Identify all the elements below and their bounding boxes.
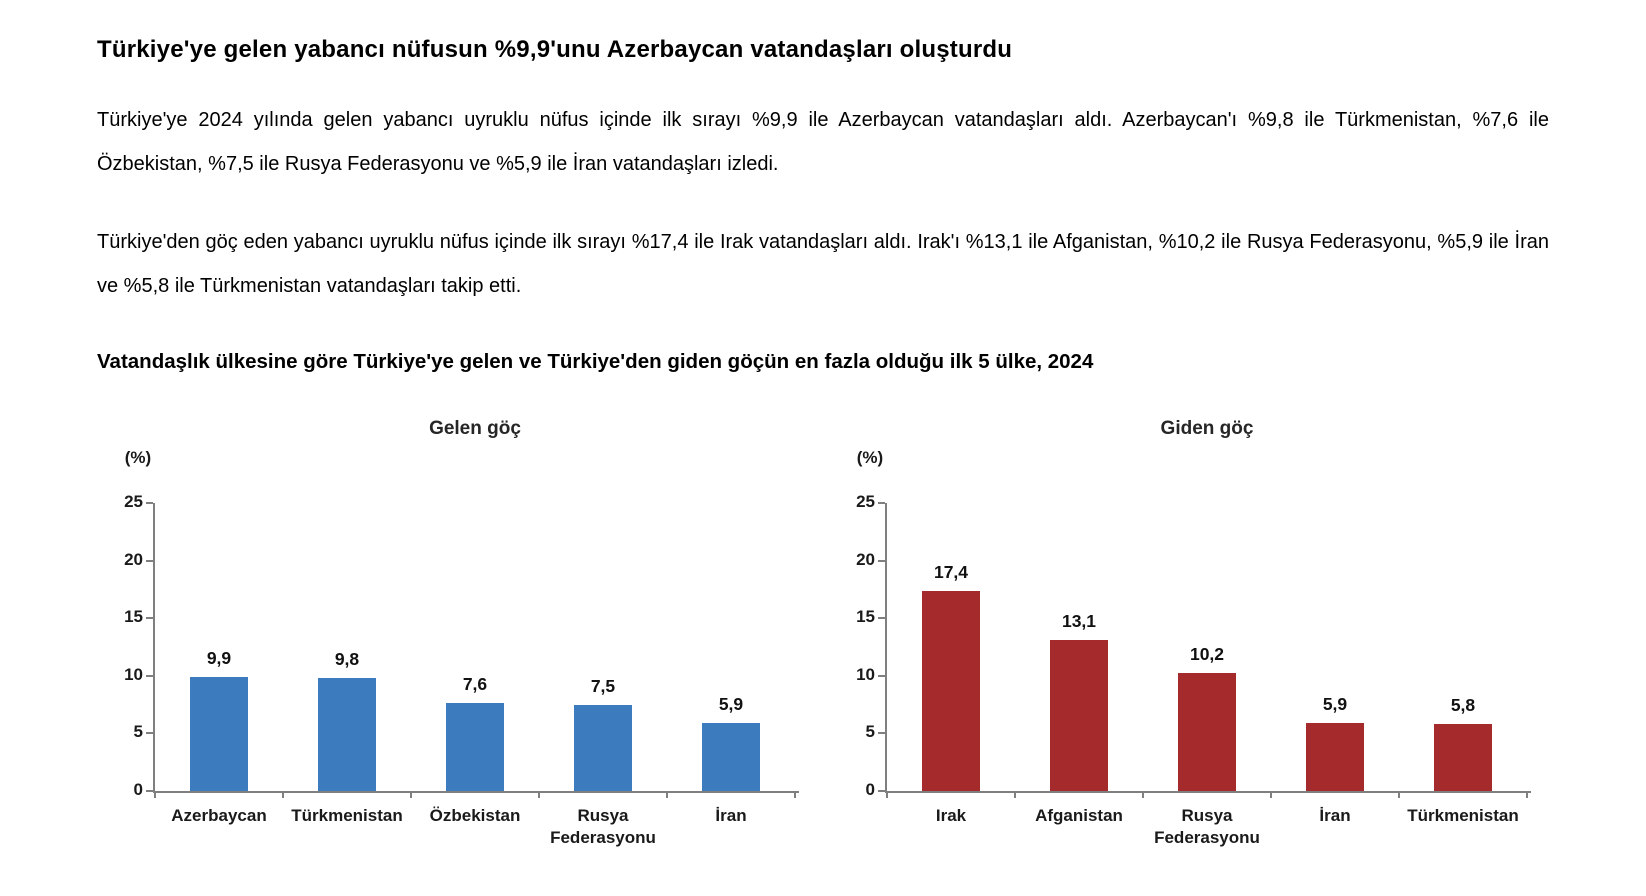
y-tick-mark [146,790,153,792]
bar-rusya-federasyonu [574,704,632,791]
bar-value-label: 5,8 [1450,695,1476,716]
y-tick-label: 10 [124,664,143,684]
bar-azerbaycan [190,676,248,791]
y-tick-mark [878,790,885,792]
y-tick-mark [146,559,153,562]
y-tick-label: 5 [865,722,875,742]
x-tick-mark [794,791,796,798]
bar-value-label: 5,9 [718,694,744,715]
y-tick-label: 25 [856,492,875,511]
y-tick-mark [146,617,153,620]
x-tick-mark [154,791,156,798]
x-tick-mark [886,791,888,798]
x-category-label: Afganistan [1035,806,1123,825]
bar-özbekistan [446,703,504,791]
y-tick-mark [146,732,153,735]
bar-rusya-federasyonu [1178,673,1236,791]
x-tick-mark [666,791,668,798]
x-tick-mark [1142,791,1144,798]
y-tick-mark [878,732,885,735]
bar-afganistan [1050,640,1108,791]
y-axis-line [153,503,155,793]
bar-value-label: 9,8 [334,649,360,670]
y-axis-line [885,503,887,793]
bar-value-label: 5,9 [1322,694,1348,715]
y-tick-label: 15 [856,607,875,627]
charts-row: Gelen göç (%) 0 5 10 15 20 25 9,9 Azerbaycan 9,8 Tü… [110,416,1549,866]
y-tick-label: 15 [124,607,143,627]
bar-i̇ran [1306,723,1364,791]
y-tick-label: 20 [856,549,875,569]
bar-i̇ran [702,723,760,791]
x-category-label: İran [715,806,747,825]
y-tick-label: 5 [133,722,143,742]
y-tick-label: 10 [856,664,875,684]
y-tick-mark [878,559,885,562]
x-axis-line [885,791,1531,793]
y-tick-mark [878,502,885,504]
x-tick-mark [410,791,412,798]
x-tick-mark [538,791,540,798]
x-tick-mark [1270,791,1272,798]
x-category-label: Türkmenistan [291,806,403,825]
x-tick-mark [1526,791,1528,798]
x-tick-mark [282,791,284,798]
x-category-label: İran [1319,806,1351,825]
bar-türkmenistan [318,678,376,791]
y-tick-mark [146,674,153,677]
x-tick-mark [1014,791,1016,798]
x-category-label: Irak [935,806,967,825]
bar-value-label: 17,4 [933,561,969,582]
x-category-label: Rusya Federasyonu [550,806,656,848]
x-axis-line [153,791,799,793]
bar-value-label: 7,6 [462,674,488,695]
bar-value-label: 13,1 [1061,611,1097,632]
chart-title: Giden göç [1160,418,1254,439]
x-category-label: Rusya Federasyonu [1154,806,1260,848]
bar-irak [922,590,980,791]
chart-title: Gelen göç [429,418,521,439]
bar-türkmenistan [1434,724,1492,791]
paragraph-outgoing-migration: Türkiye'den göç eden yabancı uyruklu nüf… [97,231,1549,297]
y-tick-mark [146,502,153,504]
y-tick-label: 20 [124,549,143,569]
y-tick-mark [878,617,885,620]
x-category-label: Türkmenistan [1407,806,1519,825]
y-axis-unit-label: (%) [856,448,884,467]
chart-outgoing-migration: Giden göç (%) 0 5 10 15 20 25 17,4 Irak 13,1 Afgani… [842,416,1537,866]
y-tick-label: 0 [133,780,143,799]
x-category-label: Özbekistan [429,806,521,825]
x-category-label: Azerbaycan [171,806,267,825]
figure-title: Vatandaşlık ülkesine göre Türkiye'ye gel… [97,350,1094,373]
x-tick-mark [1398,791,1400,798]
bar-value-label: 7,5 [590,675,616,696]
bar-value-label: 9,9 [206,647,232,668]
chart-incoming-migration: Gelen göç (%) 0 5 10 15 20 25 9,9 Azerbaycan 9,8 Tü… [110,416,805,866]
paragraph-incoming-migration: Türkiye'ye 2024 yılında gelen yabancı uy… [97,109,1549,175]
y-axis-unit-label: (%) [124,448,152,467]
plot-area: 0 5 10 15 20 25 17,4 Irak 13,1 Afganistan 10,2 Rusy… [856,492,1531,847]
y-tick-label: 0 [865,780,875,799]
bar-value-label: 10,2 [1189,644,1225,665]
plot-area: 0 5 10 15 20 25 9,9 Azerbaycan 9,8 Türkmenistan 7,… [124,492,799,847]
y-tick-label: 25 [124,492,143,511]
y-tick-mark [878,674,885,677]
page-title: Türkiye'ye gelen yabancı nüfusun %9,9'un… [97,36,1013,63]
